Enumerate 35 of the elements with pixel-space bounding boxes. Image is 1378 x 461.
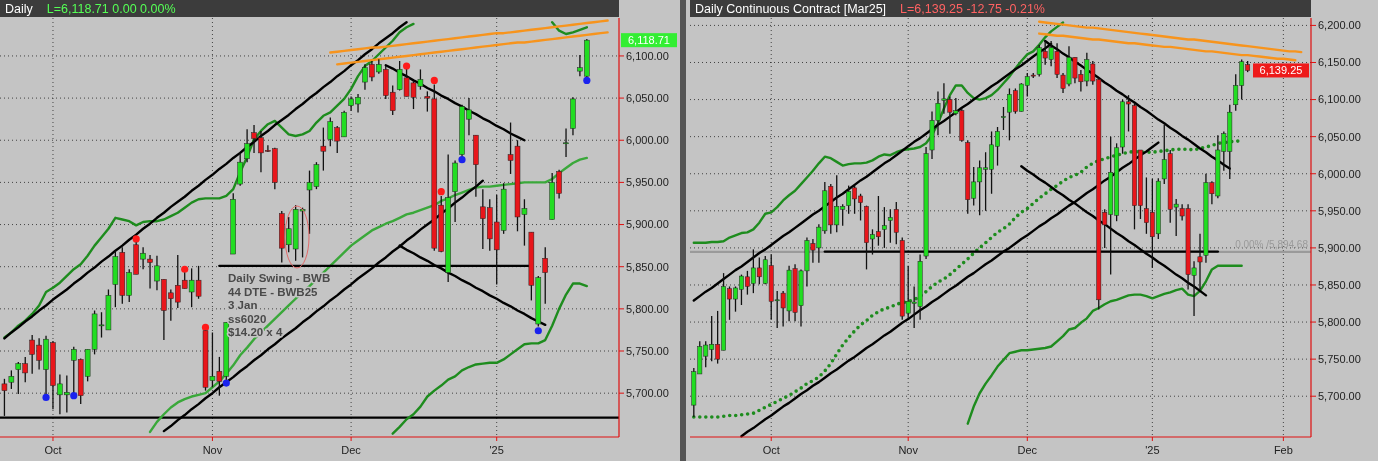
chart-title: Daily Continuous Contract [Mar25] <box>695 2 887 16</box>
y-tick-label: 6,150.00 <box>1318 56 1361 69</box>
x-tick-label: Nov <box>898 444 919 456</box>
x-tick-label: Dec <box>1017 444 1038 456</box>
y-tick-label: 6,100.00 <box>626 49 669 62</box>
chart-title: Daily <box>5 2 34 16</box>
y-tick-label: 5,800.00 <box>1318 315 1361 328</box>
y-tick-label: 5,700.00 <box>626 387 669 400</box>
y-tick-label: 6,000.00 <box>626 134 669 147</box>
y-tick-label: 5,750.00 <box>1318 352 1361 365</box>
x-tick-label: Dec <box>341 444 362 456</box>
y-tick-label: 5,850.00 <box>626 260 669 273</box>
chart-subtitle: L=6,118.71 0.00 0.00% <box>46 2 176 16</box>
y-tick-label: 6,000.00 <box>1318 167 1361 180</box>
annotation: 6,139.25 <box>1259 64 1303 77</box>
chart-subtitle: L=6,139.25 -12.75 -0.21% <box>900 2 1045 16</box>
x-tick-label: Nov <box>202 444 223 456</box>
x-tick-label: '25 <box>1145 444 1160 456</box>
y-tick-label: 5,750.00 <box>626 344 669 357</box>
y-tick-label: 6,050.00 <box>1318 130 1361 143</box>
y-tick-label: 5,800.00 <box>626 302 669 315</box>
y-tick-label: 5,700.00 <box>1318 390 1361 403</box>
y-tick-label: 5,950.00 <box>626 176 669 189</box>
x-tick-label: Oct <box>762 444 780 456</box>
y-tick-label: 6,050.00 <box>626 91 669 104</box>
y-tick-label: 6,100.00 <box>1318 93 1361 106</box>
y-tick-label: 5,950.00 <box>1318 204 1361 217</box>
y-tick-label: 5,900.00 <box>1318 241 1361 254</box>
y-tick-label: 5,850.00 <box>1318 278 1361 291</box>
x-tick-label: Feb <box>1273 444 1293 456</box>
x-tick-label: '25 <box>489 444 504 456</box>
y-tick-label: 5,900.00 <box>626 218 669 231</box>
x-tick-label: Oct <box>44 444 62 456</box>
y-tick-label: 6,200.00 <box>1318 19 1361 32</box>
text: 6,118.71 <box>627 34 671 47</box>
